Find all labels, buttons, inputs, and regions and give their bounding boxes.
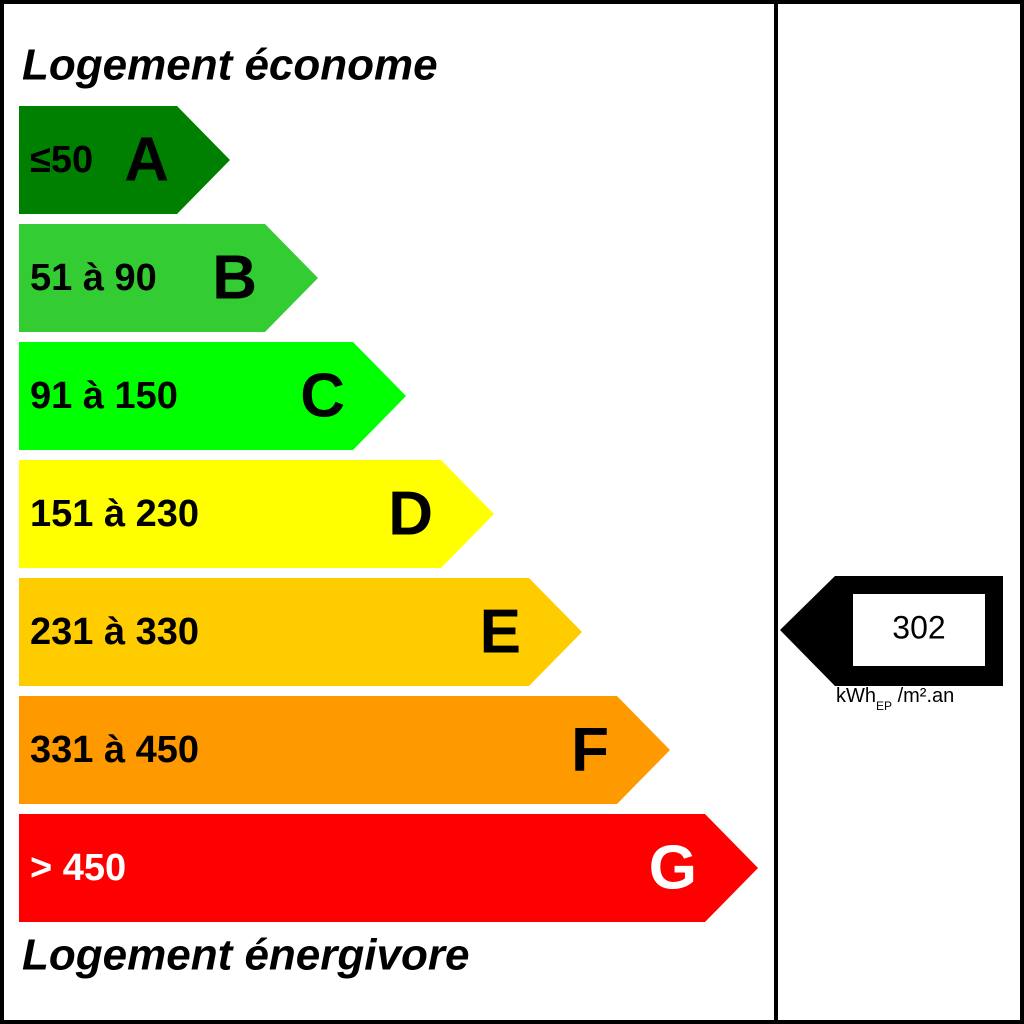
class-range: 151 à 230 [30, 493, 199, 535]
class-bar [19, 224, 318, 332]
indicator-value: 302 [892, 609, 945, 645]
class-letter: G [649, 833, 697, 902]
class-bar [19, 460, 494, 568]
indicator-box [853, 594, 985, 666]
unit: kWh [836, 685, 876, 707]
unit-subscript: EP [876, 699, 892, 713]
class-bar [19, 106, 230, 214]
bottom-title: Logement énergivore [22, 931, 469, 980]
class-letter: F [571, 715, 609, 784]
class-range: > 450 [30, 847, 126, 889]
classes: ≤50 A 51 à 90 B 91 à 150 C 151 à 230 D 231 à 330… [19, 106, 758, 922]
class-range: 91 à 150 [30, 375, 178, 417]
class-range: 51 à 90 [30, 257, 157, 299]
class-bar [19, 578, 582, 686]
class-letter: A [124, 125, 169, 194]
class-letter: E [480, 597, 521, 666]
class-letter: D [388, 479, 433, 548]
class-letter: B [212, 243, 257, 312]
class-range: 231 à 330 [30, 611, 199, 653]
class-range: 331 à 450 [30, 729, 199, 771]
top-title: Logement économe [22, 41, 438, 90]
class-bar [19, 814, 758, 922]
unit-suffix: /m².an [892, 685, 954, 707]
indicator-unit: kWhEP /m².an [836, 685, 954, 713]
class-range: ≤50 [30, 139, 93, 181]
class-letter: C [300, 361, 345, 430]
class-bar [19, 342, 406, 450]
class-bar [19, 696, 670, 804]
